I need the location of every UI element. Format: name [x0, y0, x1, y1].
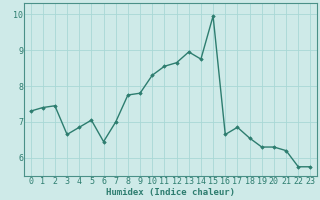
X-axis label: Humidex (Indice chaleur): Humidex (Indice chaleur) [106, 188, 235, 197]
